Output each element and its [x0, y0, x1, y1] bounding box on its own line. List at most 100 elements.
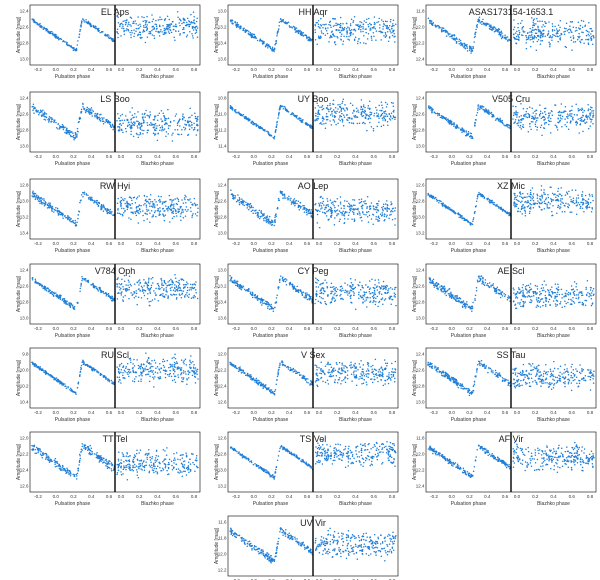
data-point	[557, 190, 559, 192]
x-tick-label-left: -0.2	[34, 326, 42, 331]
data-point	[269, 46, 271, 49]
data-point	[558, 114, 560, 116]
data-point	[559, 20, 562, 22]
data-point	[372, 130, 375, 132]
data-point	[582, 130, 584, 133]
data-point	[252, 212, 254, 215]
data-point	[515, 112, 518, 114]
data-point	[529, 27, 531, 30]
data-point	[111, 40, 114, 42]
data-point	[273, 224, 275, 227]
data-point	[255, 37, 258, 39]
x-tick-label-right: 0.6	[173, 154, 180, 159]
data-point	[346, 114, 348, 116]
data-point	[365, 28, 367, 30]
data-point	[316, 213, 319, 216]
x-tick-label-left: 0.2	[70, 67, 77, 72]
data-point	[335, 123, 337, 126]
data-point	[130, 29, 133, 32]
data-point	[250, 206, 253, 208]
data-point	[519, 22, 522, 24]
data-point	[135, 295, 137, 298]
data-point	[333, 35, 335, 37]
data-point	[382, 203, 385, 205]
y-tick-label: 12.4	[416, 96, 425, 101]
x-tick-label-left: 0.2	[466, 67, 473, 72]
data-point	[348, 29, 351, 31]
data-point	[39, 197, 42, 200]
data-point	[557, 121, 560, 124]
data-point	[584, 25, 586, 27]
data-point	[90, 112, 93, 115]
data-point	[119, 115, 122, 117]
data-point	[587, 38, 590, 41]
data-point	[483, 196, 486, 199]
data-point	[548, 116, 550, 118]
data-point	[551, 23, 554, 25]
data-point	[327, 209, 330, 212]
data-point	[74, 134, 77, 136]
data-point	[159, 16, 161, 18]
data-point	[492, 27, 494, 30]
data-point	[297, 206, 300, 208]
data-point	[90, 107, 93, 109]
y-tick-label: 13.0	[20, 144, 29, 149]
data-point	[531, 31, 533, 34]
data-point	[590, 35, 593, 38]
data-point	[120, 35, 122, 37]
data-point	[81, 20, 83, 22]
data-point	[116, 120, 118, 122]
data-point	[48, 202, 50, 204]
data-point	[235, 200, 238, 203]
data-point	[99, 31, 101, 34]
data-point	[536, 40, 539, 43]
data-point	[382, 28, 384, 30]
data-point	[466, 47, 469, 49]
data-point	[42, 28, 45, 31]
data-point	[565, 115, 568, 118]
data-point	[388, 217, 390, 220]
data-point	[174, 25, 177, 28]
data-point	[521, 205, 524, 207]
data-point	[175, 280, 178, 283]
data-point	[514, 119, 517, 121]
data-point	[193, 122, 195, 125]
data-point	[347, 117, 349, 119]
data-point	[120, 196, 122, 199]
data-point	[142, 292, 145, 294]
data-point	[505, 124, 507, 127]
data-point	[142, 24, 145, 27]
data-point	[489, 201, 492, 204]
data-point	[517, 207, 520, 210]
data-point	[563, 31, 565, 33]
data-point	[329, 114, 332, 116]
data-point	[578, 32, 580, 35]
data-point	[394, 210, 396, 212]
data-point	[135, 214, 138, 217]
data-point	[310, 209, 313, 211]
data-point	[72, 132, 74, 134]
data-point	[160, 278, 162, 280]
data-point	[342, 114, 345, 116]
data-point	[38, 282, 41, 285]
data-point	[46, 287, 48, 290]
data-point	[581, 31, 583, 33]
data-point	[526, 38, 529, 40]
data-point	[173, 203, 175, 206]
data-point	[375, 208, 377, 211]
x-tick-label-left: -0.2	[232, 67, 240, 72]
data-point	[554, 124, 557, 127]
data-point	[142, 29, 145, 31]
data-point	[283, 195, 286, 197]
data-point	[374, 23, 376, 25]
data-point	[386, 26, 388, 29]
data-point	[373, 115, 375, 117]
data-point	[50, 120, 53, 123]
data-point	[49, 202, 51, 204]
data-point	[484, 108, 487, 110]
data-point	[261, 213, 264, 216]
data-point	[189, 287, 191, 289]
data-point	[381, 206, 383, 209]
data-point	[320, 30, 323, 32]
data-point	[107, 36, 110, 39]
